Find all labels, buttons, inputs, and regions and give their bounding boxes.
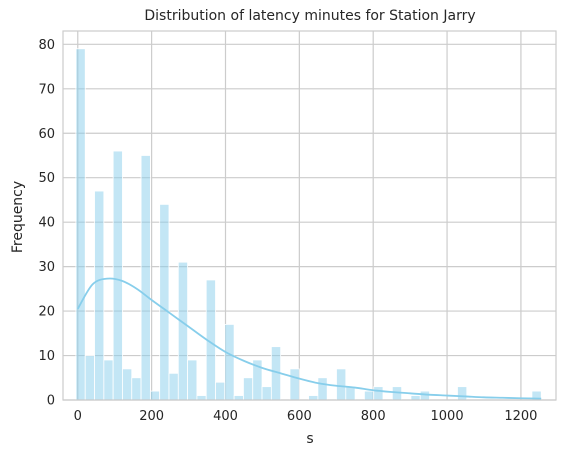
y-tick-label: 30 xyxy=(38,260,55,275)
histogram-bar xyxy=(215,381,226,401)
x-tick-label: 1000 xyxy=(431,409,464,424)
y-tick-label: 50 xyxy=(38,171,55,186)
histogram-bar xyxy=(84,355,95,401)
kde-curve xyxy=(76,277,542,400)
histogram-bar xyxy=(122,368,133,401)
x-axis-label: s xyxy=(306,431,313,447)
x-tick-label: 600 xyxy=(287,409,312,424)
grid-lines xyxy=(63,31,556,401)
histogram-bar xyxy=(103,359,114,401)
histogram-bars xyxy=(75,48,542,401)
y-tick-label: 80 xyxy=(38,38,55,53)
histogram-bar xyxy=(196,395,207,401)
y-tick-label: 20 xyxy=(38,305,55,320)
histogram-bar xyxy=(140,155,151,401)
histogram-bar xyxy=(364,390,375,401)
histogram-bar xyxy=(308,395,319,401)
y-tick-labels: 0 10 20 30 40 50 60 70 80 xyxy=(38,38,55,409)
histogram-bar xyxy=(457,386,468,401)
plot-frame xyxy=(62,30,557,401)
y-tick-label: 10 xyxy=(38,349,55,364)
histogram-bar xyxy=(224,324,235,401)
histogram-bar xyxy=(317,377,328,401)
histogram-bar xyxy=(289,368,300,401)
histogram-bar xyxy=(373,386,384,401)
histogram-bar xyxy=(410,395,421,401)
y-tick-label: 70 xyxy=(38,82,55,97)
x-tick-label: 400 xyxy=(213,409,238,424)
histogram-bar xyxy=(75,48,86,401)
histogram-bar xyxy=(261,386,272,401)
x-tick-label: 1200 xyxy=(504,409,537,424)
x-tick-labels: 0 200 400 600 800 1000 1200 xyxy=(74,409,538,424)
histogram-bar xyxy=(177,261,188,401)
y-axis-label: Frequency xyxy=(10,181,26,253)
histogram-bar xyxy=(112,150,123,401)
histogram-bar xyxy=(336,368,347,401)
histogram-bar xyxy=(243,377,254,401)
histogram-bar xyxy=(149,390,161,401)
y-tick-label: 40 xyxy=(38,216,55,231)
histogram-bar xyxy=(131,377,142,401)
x-tick-label: 200 xyxy=(139,409,164,424)
histogram-bar xyxy=(419,390,430,401)
histogram-bar xyxy=(233,395,244,401)
histogram-bar xyxy=(94,190,105,401)
chart-title: Distribution of latency minutes for Stat… xyxy=(144,8,475,24)
y-tick-label: 60 xyxy=(38,127,55,142)
histogram-bar xyxy=(159,203,170,401)
x-tick-label: 0 xyxy=(74,409,82,424)
histogram-bar xyxy=(187,359,198,401)
histogram-bar xyxy=(345,386,356,401)
y-tick-label: 0 xyxy=(47,394,55,409)
x-tick-label: 800 xyxy=(361,409,386,424)
histogram-bar xyxy=(168,372,179,401)
